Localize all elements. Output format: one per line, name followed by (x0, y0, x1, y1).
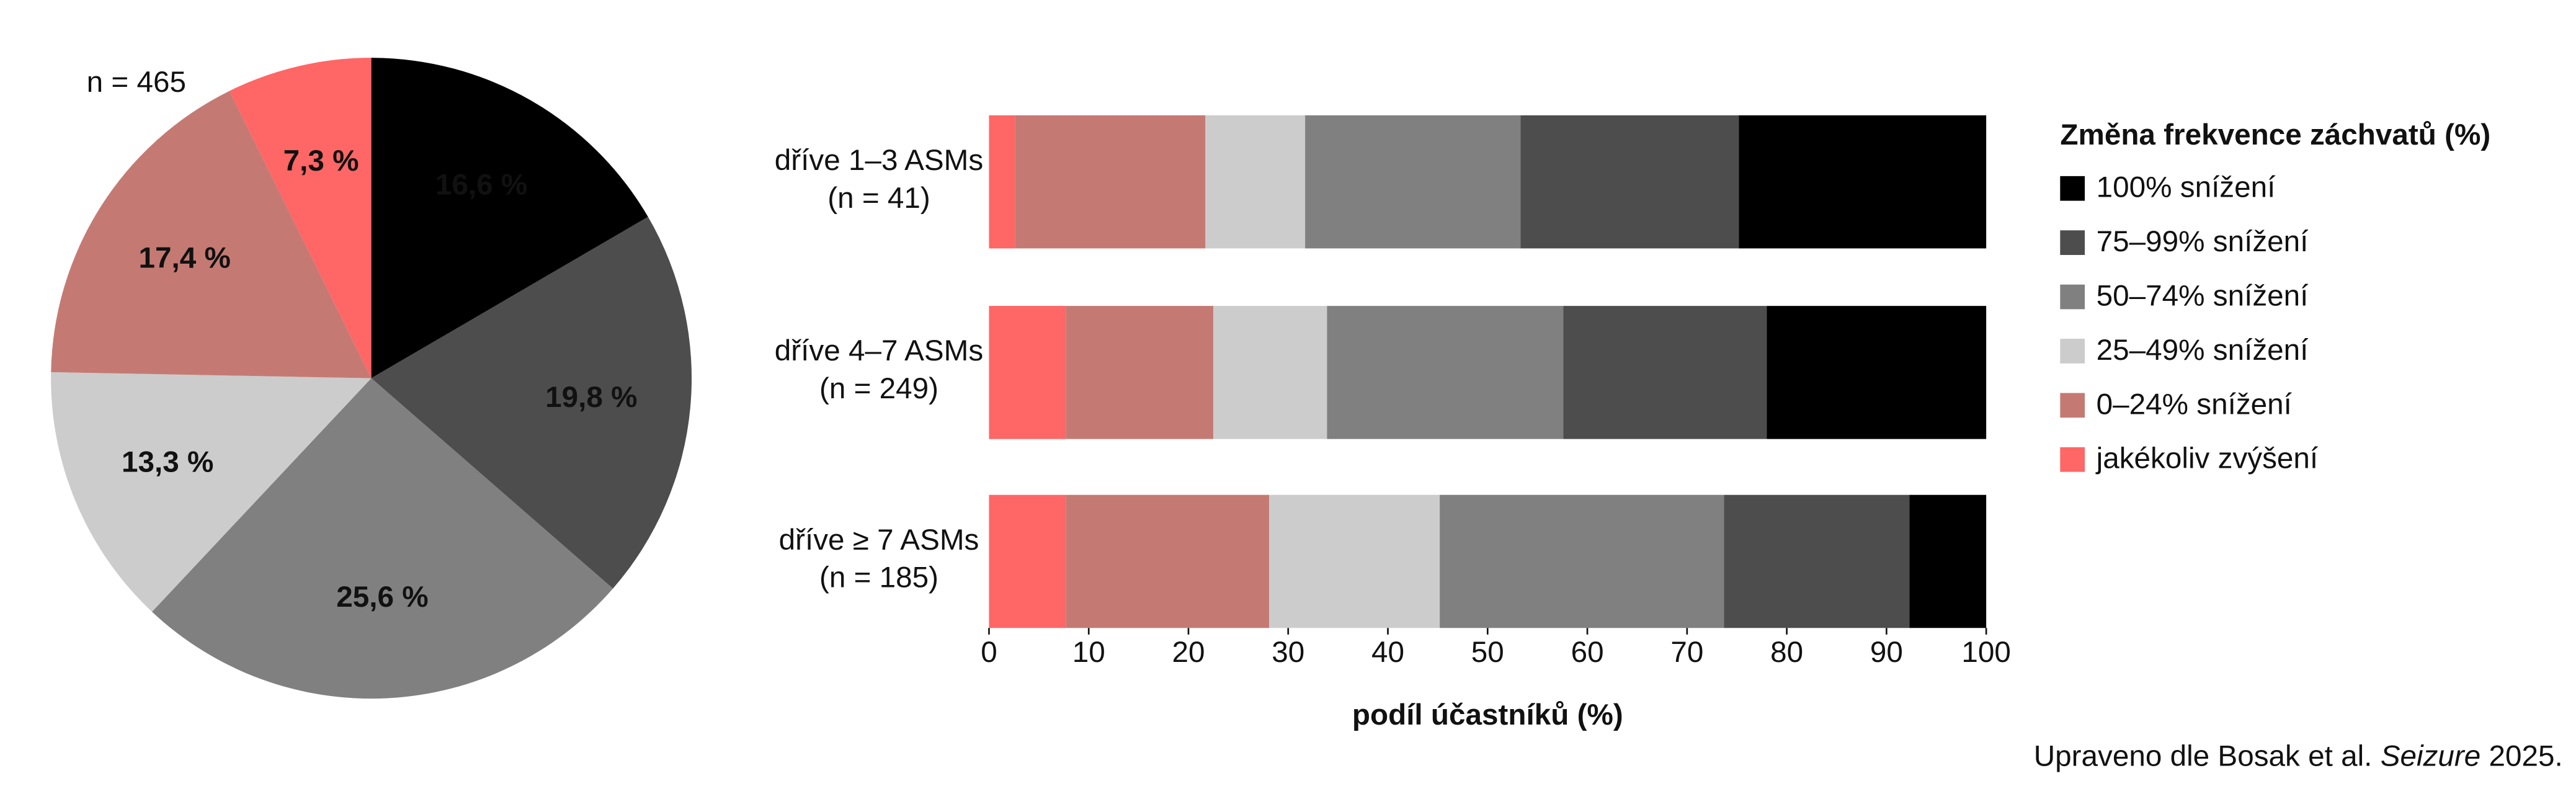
legend-label: 75–99% snížení (2097, 225, 2309, 258)
legend-label: jakékoliv zvýšení (2095, 442, 2319, 475)
bar-segment (1563, 306, 1767, 439)
x-axis-label: podíl účastníků (%) (1352, 699, 1623, 731)
pie-slice (371, 217, 692, 589)
pie-slice (51, 91, 372, 378)
legend-title: Změna frekvence záchvatů (%) (2060, 118, 2490, 151)
bar-segment (1767, 306, 1987, 439)
bar-segment (1066, 494, 1270, 628)
slice-label: 25,6 % (336, 581, 428, 614)
x-tick-label: 70 (1670, 636, 1703, 669)
x-tick-label: 20 (1172, 636, 1205, 669)
pie-slice (229, 58, 372, 378)
bar-segment (1015, 115, 1206, 249)
legend-swatch (2060, 393, 2085, 418)
bar-segment (1213, 306, 1327, 439)
legend-swatch (2060, 339, 2085, 364)
bar-segment (1440, 494, 1724, 628)
bar-segment (989, 494, 1066, 628)
bar-segment (1305, 115, 1521, 249)
x-tick-label: 100 (1961, 636, 2011, 669)
category-label: dříve ≥ 7 ASMs (779, 524, 979, 556)
legend-swatch (2060, 176, 2085, 201)
bar-segment (1520, 115, 1739, 249)
sample-size: n = 465 (87, 66, 186, 99)
legend-label: 25–49% snížení (2097, 334, 2309, 367)
category-label: dříve 1–3 ASMs (775, 144, 983, 177)
pie-slice (152, 378, 613, 699)
slice-label: 16,6 % (435, 168, 527, 201)
legend-swatch (2060, 284, 2085, 310)
category-label: (n = 41) (827, 182, 930, 215)
legend-label: 100% snížení (2097, 171, 2276, 204)
slice-label: 19,8 % (545, 381, 637, 414)
bar-segment (1739, 115, 1987, 249)
x-tick-label: 90 (1870, 636, 1903, 669)
legend-swatch (2060, 447, 2085, 472)
source-journal: Seizure (2381, 739, 2481, 772)
bar-segment (1327, 306, 1564, 439)
slice-label: 17,4 % (139, 241, 231, 274)
pie-slice (51, 372, 372, 612)
pie-slice (371, 58, 648, 378)
category-label: (n = 249) (819, 372, 938, 405)
bar-segment (1724, 494, 1910, 628)
category-label: dříve 4–7 ASMs (775, 334, 983, 367)
bar-segment (989, 306, 1066, 439)
x-tick-label: 60 (1571, 636, 1604, 669)
slice-label: 7,3 % (283, 145, 359, 177)
bar-segment (1066, 306, 1214, 439)
x-tick-label: 10 (1072, 636, 1105, 669)
legend-swatch (2060, 230, 2085, 256)
source-note: Upraveno dle Bosak et al. Seizure 2025. (2034, 739, 2563, 772)
source-text: Upraveno dle Bosak et al. (2034, 739, 2373, 772)
source-year: 2025. (2489, 739, 2563, 772)
legend-label: 50–74% snížení (2097, 279, 2309, 312)
category-label: (n = 185) (819, 561, 938, 594)
x-tick-label: 50 (1471, 636, 1504, 669)
x-tick-label: 0 (981, 636, 997, 669)
x-tick-label: 40 (1371, 636, 1404, 669)
bar-segment (1909, 494, 1987, 628)
bar-segment (1205, 115, 1306, 249)
bar-segment (989, 115, 1015, 249)
slice-label: 13,3 % (122, 446, 213, 479)
bar-segment (1269, 494, 1440, 628)
legend-label: 0–24% snížení (2097, 388, 2292, 421)
x-tick-label: 80 (1770, 636, 1803, 669)
x-tick-label: 30 (1272, 636, 1304, 669)
